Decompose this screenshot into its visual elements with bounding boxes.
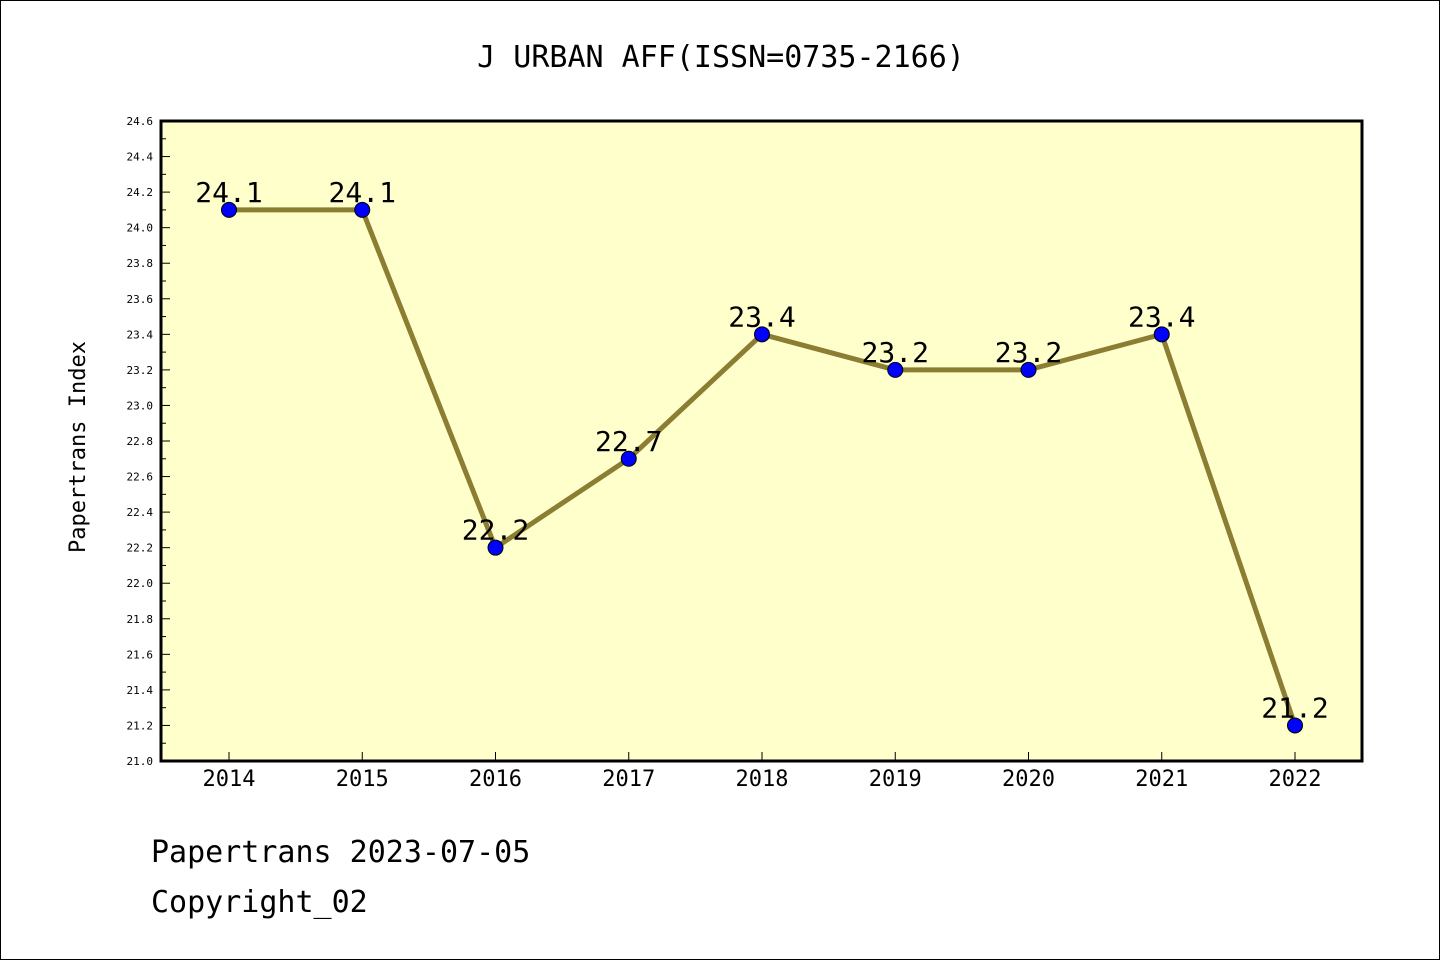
y-axis-label: Papertrans Index xyxy=(66,341,91,553)
x-tick-label: 2014 xyxy=(203,767,256,792)
y-tick-label: 22.4 xyxy=(127,506,154,519)
data-point-marker xyxy=(1153,326,1170,343)
y-tick-label: 24.2 xyxy=(127,186,154,199)
footer-date-line: Papertrans 2023-07-05 xyxy=(151,835,531,870)
data-point-marker xyxy=(354,201,371,218)
plot-area xyxy=(159,119,1364,763)
y-tick-label: 21.4 xyxy=(127,684,154,697)
y-tick-label: 24.6 xyxy=(127,115,154,128)
data-point-marker xyxy=(754,326,770,343)
x-axis-ticks: 2014 2015 2016 2017 2018 2019 2020 2021 2022 xyxy=(203,752,1322,792)
data-point-marker xyxy=(887,361,904,378)
y-tick-label: 23.8 xyxy=(127,257,154,270)
data-point-marker xyxy=(620,450,637,467)
data-point-label: 24.1 xyxy=(329,176,396,209)
x-tick-label: 2021 xyxy=(1135,767,1188,792)
x-tick-label: 2022 xyxy=(1269,767,1322,792)
x-tick-label: 2018 xyxy=(736,767,789,792)
y-tick-label: 24.0 xyxy=(127,222,154,235)
y-tick-label: 22.0 xyxy=(127,577,154,590)
y-tick-label: 23.2 xyxy=(127,364,154,377)
data-point-marker xyxy=(1287,717,1303,734)
data-point-label: 23.2 xyxy=(862,336,929,369)
footer-copyright: Copyright_02 xyxy=(151,885,368,920)
y-tick-label: 24.4 xyxy=(127,151,154,164)
data-point-label: 22.2 xyxy=(462,514,529,547)
x-tick-label: 2019 xyxy=(869,767,922,792)
y-tick-label: 22.8 xyxy=(127,435,154,448)
data-point-marker xyxy=(487,539,504,556)
y-tick-label: 22.6 xyxy=(127,471,154,484)
data-point-marker xyxy=(1020,361,1037,378)
y-tick-label: 21.0 xyxy=(127,755,154,768)
y-tick-label: 23.6 xyxy=(127,293,154,306)
data-point-label: 23.4 xyxy=(728,300,795,333)
x-tick-label: 2016 xyxy=(469,767,522,792)
y-tick-label: 23.0 xyxy=(127,399,154,412)
y-tick-label: 22.2 xyxy=(127,542,154,555)
data-point-label: 24.1 xyxy=(195,176,262,209)
data-point-label: 21.2 xyxy=(1261,691,1328,724)
x-tick-label: 2017 xyxy=(602,767,655,792)
series-layer: 24.1 24.1 22.2 22.7 23.4 23.2 23.2 23.4 21.2 xyxy=(195,176,1329,734)
y-tick-label: 23.4 xyxy=(127,328,154,341)
data-point-marker xyxy=(221,201,237,218)
x-tick-label: 2015 xyxy=(336,767,389,792)
chart-title: J URBAN AFF(ISSN=0735-2166) xyxy=(477,40,965,75)
y-tick-label: 21.8 xyxy=(127,613,154,626)
y-axis-ticks: 21.0 21.2 21.4 21.6 21.8 22.0 22.2 22.4 22.6 22.8… xyxy=(127,115,170,768)
data-point-label: 22.7 xyxy=(595,425,662,458)
y-tick-label: 21.6 xyxy=(127,648,154,661)
y-tick-label: 21.2 xyxy=(127,719,154,732)
data-point-label: 23.4 xyxy=(1128,300,1195,333)
x-tick-label: 2020 xyxy=(1002,767,1055,792)
data-point-label: 23.2 xyxy=(995,336,1062,369)
